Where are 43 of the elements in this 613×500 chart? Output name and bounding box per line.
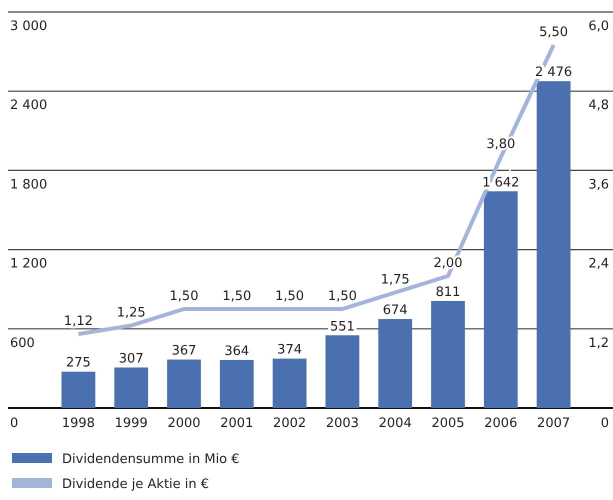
data-label: 2 476 [534, 65, 572, 80]
y-tick-label: 600 [10, 336, 35, 351]
x-tick-label: 2006 [484, 416, 518, 431]
legend-label: Dividende je Aktie in € [62, 477, 210, 492]
data-label: 3,80 [486, 137, 516, 152]
x-tick-label: 1998 [62, 416, 95, 431]
data-label: 1,50 [275, 289, 304, 304]
y-tick-label: 1 200 [10, 256, 48, 272]
x-tick-label: 2003 [326, 416, 359, 431]
data-label: 2,00 [434, 256, 462, 271]
data-label: 674 [382, 303, 408, 318]
y-tick-label: 0 [10, 416, 18, 431]
data-label: 364 [224, 344, 250, 359]
x-tick-label: 2000 [167, 416, 201, 431]
data-label: 1,50 [222, 289, 252, 304]
data-label: 1 642 [482, 175, 520, 190]
y2-tick-label: 4,8 [588, 98, 609, 114]
y2-tick-label: 0 [600, 416, 609, 431]
x-tick-label: 2007 [537, 416, 570, 431]
data-label: 1,25 [116, 306, 146, 320]
y2-tick-label: 6,0 [588, 19, 609, 34]
y-tick-label: 2 400 [10, 98, 48, 114]
data-label: 5,50 [539, 25, 568, 40]
y2-tick-label: 2,4 [588, 256, 609, 272]
y2-tick-label: 3,6 [588, 177, 609, 192]
legend-label: Dividendensumme in Mio € [62, 452, 240, 467]
y-tick-label: 3 000 [10, 19, 48, 34]
data-label: 1,75 [380, 272, 410, 288]
x-tick-label: 2002 [273, 416, 306, 431]
x-tick-label: 2004 [378, 416, 412, 431]
data-label: 1,50 [328, 289, 357, 304]
data-label: 1,50 [170, 289, 198, 304]
y2-tick-label: 1,2 [588, 336, 609, 351]
x-tick-label: 2001 [220, 416, 254, 431]
data-label: 275 [66, 356, 91, 371]
data-label: 811 [436, 284, 460, 300]
data-label: 307 [118, 351, 144, 366]
data-label: 1,12 [64, 314, 93, 330]
x-tick-label: 2005 [431, 416, 465, 431]
y-tick-label: 1 800 [10, 177, 48, 192]
data-label: 374 [277, 342, 302, 358]
data-label: 367 [172, 344, 196, 359]
x-tick-label: 1999 [114, 416, 148, 431]
